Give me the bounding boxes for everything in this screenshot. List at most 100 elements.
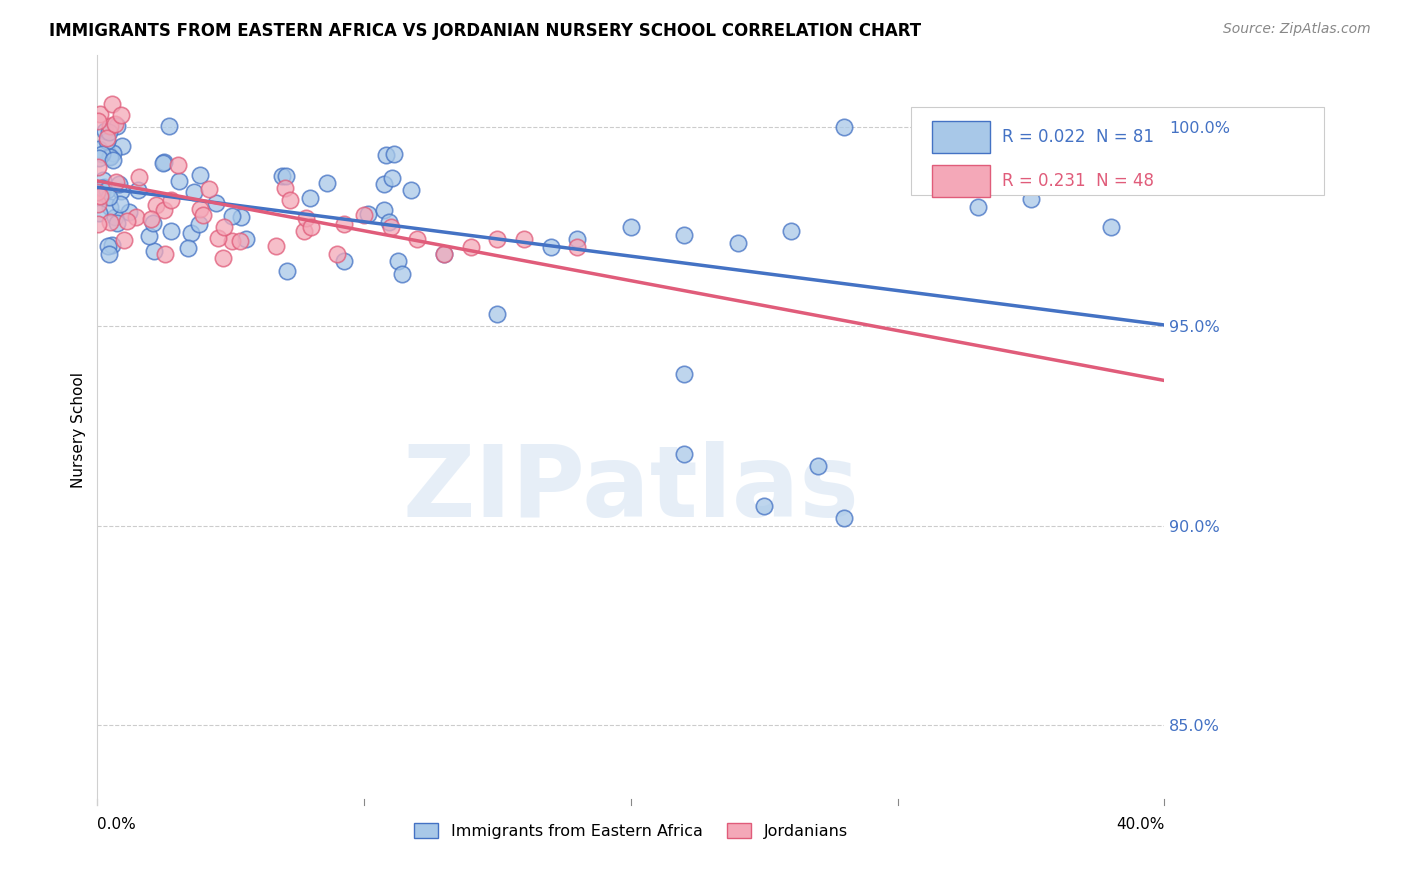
Point: [374, 148, 396, 162]
Point: [128, 169, 150, 184]
Point: [191, 208, 214, 222]
Point: [103, 153, 125, 168]
Point: [754, 499, 776, 513]
Point: [406, 231, 429, 245]
Point: [183, 185, 205, 199]
Point: [460, 239, 482, 253]
Point: [96, 130, 118, 145]
Point: [567, 231, 589, 245]
Point: [153, 202, 176, 217]
Point: [101, 145, 124, 160]
Point: [373, 177, 395, 191]
Point: [110, 184, 132, 198]
Point: [98, 189, 121, 203]
Point: [167, 158, 190, 172]
Point: [333, 217, 356, 231]
Point: [966, 200, 988, 214]
Point: [105, 119, 128, 133]
FancyBboxPatch shape: [911, 107, 1324, 194]
Text: ZIPatlas: ZIPatlas: [402, 442, 859, 539]
Point: [620, 219, 643, 234]
Point: [1019, 192, 1042, 206]
Point: [115, 214, 138, 228]
Point: [540, 239, 562, 253]
FancyBboxPatch shape: [932, 165, 990, 196]
Point: [1099, 219, 1122, 234]
Point: [91, 173, 114, 187]
Point: [190, 169, 212, 183]
Point: [295, 211, 318, 226]
Point: [97, 247, 120, 261]
Point: [212, 251, 235, 265]
Text: Source: ZipAtlas.com: Source: ZipAtlas.com: [1223, 22, 1371, 37]
Point: [188, 217, 211, 231]
Point: [101, 237, 124, 252]
FancyBboxPatch shape: [932, 121, 990, 153]
Point: [205, 195, 228, 210]
Point: [98, 214, 121, 228]
Point: [299, 219, 322, 234]
Point: [152, 155, 174, 169]
Point: [93, 179, 115, 194]
Point: [86, 185, 108, 199]
Point: [87, 217, 110, 231]
Point: [673, 227, 696, 242]
Text: 0.0%: 0.0%: [97, 816, 136, 831]
Point: [380, 219, 402, 234]
Point: [138, 229, 160, 244]
Point: [108, 177, 131, 191]
Point: [100, 150, 122, 164]
Point: [87, 160, 110, 174]
Point: [104, 117, 127, 131]
Point: [97, 125, 120, 139]
Point: [235, 232, 257, 246]
Point: [152, 156, 174, 170]
Point: [378, 215, 401, 229]
Point: [212, 219, 235, 234]
Point: [141, 211, 163, 226]
Point: [100, 97, 122, 112]
Point: [294, 224, 316, 238]
Point: [142, 216, 165, 230]
Point: [433, 247, 456, 261]
Point: [87, 197, 110, 211]
Point: [779, 223, 801, 237]
Point: [298, 191, 321, 205]
Point: [97, 238, 120, 252]
Point: [567, 239, 589, 253]
Point: [221, 234, 243, 248]
Point: [127, 184, 149, 198]
Point: [180, 226, 202, 240]
Point: [353, 208, 375, 222]
Point: [673, 447, 696, 461]
Legend: Immigrants from Eastern Africa, Jordanians: Immigrants from Eastern Africa, Jordania…: [408, 817, 853, 846]
Point: [276, 264, 298, 278]
Point: [125, 210, 148, 224]
Point: [433, 247, 456, 261]
Text: R = 0.231  N = 48: R = 0.231 N = 48: [1001, 172, 1153, 190]
Point: [86, 113, 108, 128]
Point: [399, 183, 422, 197]
Point: [105, 175, 128, 189]
Point: [326, 247, 349, 261]
Point: [727, 235, 749, 250]
Point: [278, 193, 301, 207]
Point: [110, 138, 132, 153]
Point: [274, 169, 297, 183]
Point: [143, 244, 166, 259]
Point: [373, 202, 395, 217]
Point: [513, 231, 536, 245]
Point: [160, 224, 183, 238]
Point: [673, 367, 696, 381]
Point: [315, 176, 337, 190]
Point: [98, 119, 121, 133]
Y-axis label: Nursery School: Nursery School: [72, 372, 86, 488]
Text: IMMIGRANTS FROM EASTERN AFRICA VS JORDANIAN NURSERY SCHOOL CORRELATION CHART: IMMIGRANTS FROM EASTERN AFRICA VS JORDAN…: [49, 22, 921, 40]
Point: [357, 207, 380, 221]
Point: [90, 147, 112, 161]
Point: [387, 254, 409, 268]
Point: [89, 189, 111, 203]
Point: [391, 267, 413, 281]
Point: [228, 234, 250, 248]
Point: [108, 197, 131, 211]
